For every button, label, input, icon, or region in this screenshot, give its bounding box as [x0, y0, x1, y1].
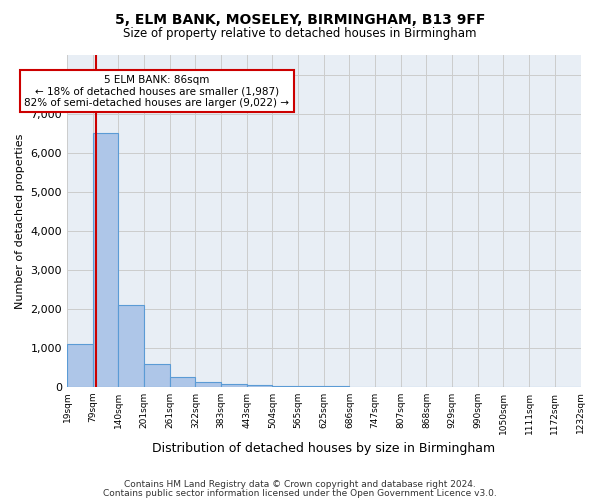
Text: 5 ELM BANK: 86sqm
← 18% of detached houses are smaller (1,987)
82% of semi-detac: 5 ELM BANK: 86sqm ← 18% of detached hous… [25, 74, 289, 108]
Bar [144, 364, 170, 386]
Text: Contains public sector information licensed under the Open Government Licence v3: Contains public sector information licen… [103, 488, 497, 498]
Bar [93, 133, 118, 386]
X-axis label: Distribution of detached houses by size in Birmingham: Distribution of detached houses by size … [152, 442, 496, 455]
Bar [247, 384, 272, 386]
Text: Contains HM Land Registry data © Crown copyright and database right 2024.: Contains HM Land Registry data © Crown c… [124, 480, 476, 489]
Bar [221, 384, 247, 386]
Y-axis label: Number of detached properties: Number of detached properties [15, 133, 25, 308]
Bar [196, 382, 221, 386]
Bar [118, 304, 144, 386]
Bar [170, 377, 196, 386]
Text: 5, ELM BANK, MOSELEY, BIRMINGHAM, B13 9FF: 5, ELM BANK, MOSELEY, BIRMINGHAM, B13 9F… [115, 12, 485, 26]
Bar [67, 344, 93, 387]
Text: Size of property relative to detached houses in Birmingham: Size of property relative to detached ho… [123, 28, 477, 40]
